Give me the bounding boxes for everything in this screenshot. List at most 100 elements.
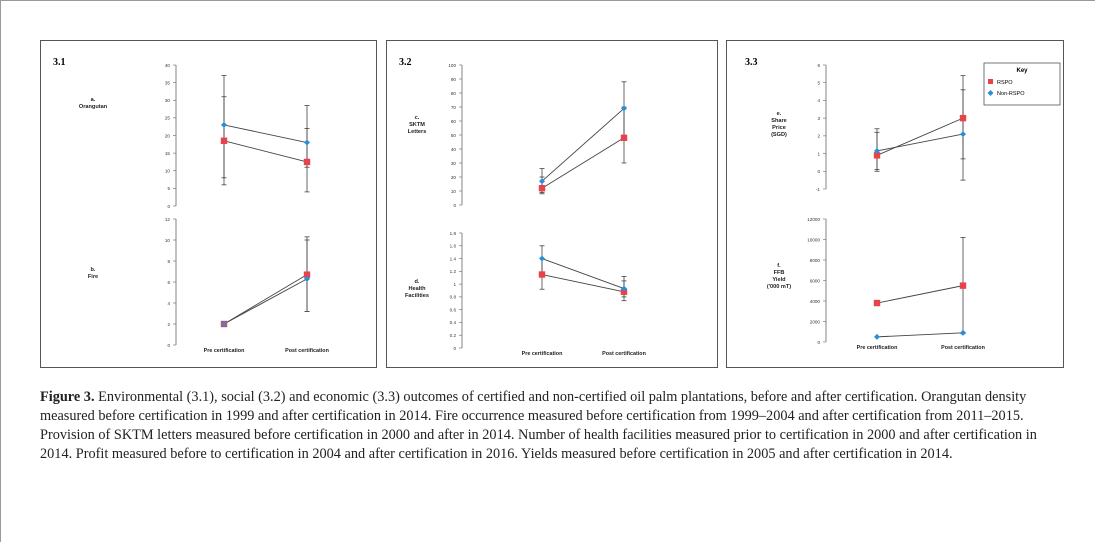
y-tick-label: 90 xyxy=(451,77,457,82)
y-tick-label: 60 xyxy=(451,119,457,124)
y-tick-label: 10 xyxy=(165,169,171,174)
data-point-non-rspo xyxy=(874,333,880,340)
y-tick-label: 12 xyxy=(165,217,171,222)
panel-3-3-svg: 3.3 Key RSPO Non-RSPO -10123456e.SharePr… xyxy=(745,57,1061,351)
y-tick-label: 2 xyxy=(817,134,820,139)
y-tick-label: 80 xyxy=(451,91,457,96)
y-axis-label: FFB xyxy=(774,270,785,276)
subplot-f: 0 2000 4000 6000 8000 10000 12000 f.FFBYield('0… xyxy=(767,217,985,351)
data-point-rspo xyxy=(303,271,311,278)
y-tick-label: 0 xyxy=(453,346,456,351)
y-tick-label: 8 xyxy=(167,259,170,264)
data-point-non-rspo xyxy=(621,105,627,112)
series-line-non-rspo xyxy=(223,124,308,143)
x-category-label: Post certification xyxy=(941,345,985,351)
y-tick-label: 70 xyxy=(451,105,457,110)
series-line-rspo xyxy=(876,117,964,156)
data-point-rspo xyxy=(873,299,881,307)
data-point-non-rspo xyxy=(221,321,227,327)
data-point-non-rspo xyxy=(960,329,966,336)
data-point-non-rspo xyxy=(539,178,545,185)
y-tick-label: 0.6 xyxy=(450,307,457,312)
frame-border-top xyxy=(0,0,1095,1)
legend-non-rspo-swatch xyxy=(987,90,994,96)
data-point-rspo xyxy=(959,114,967,122)
y-tick-label: 5 xyxy=(167,186,170,191)
y-tick-label: 0 xyxy=(817,340,820,345)
y-axis-label: Letters xyxy=(408,129,427,135)
panel-title: 3.2 xyxy=(399,57,412,68)
subplot-a: 0 5 10 15 20 25 30 35 40 a.Orangutan xyxy=(79,63,311,209)
y-tick-label: 100 xyxy=(448,63,456,68)
frame-border-left xyxy=(0,0,1,542)
y-tick-label: 40 xyxy=(165,63,171,68)
panel-3-2: 3.2 0 10 20 30 40 50 60 70 80 90 100 c. SKTM Letters 0… xyxy=(386,40,718,368)
y-tick-label: 10 xyxy=(165,238,171,243)
data-point-rspo xyxy=(220,137,228,144)
y-tick-label: 10000 xyxy=(807,237,820,242)
y-tick-label: 35 xyxy=(165,80,171,85)
panel-3-1-svg: 3.1 0 5 10 15 20 25 30 35 40 a.Orangutan 0 2 4 6 8 10 12… xyxy=(53,57,329,354)
y-tick-label: 40 xyxy=(451,147,457,152)
y-tick-label: 4000 xyxy=(810,299,821,304)
panel-title: 3.1 xyxy=(53,57,66,68)
series-line-rspo xyxy=(876,285,964,304)
legend-box xyxy=(983,62,1061,106)
legend-rspo-swatch xyxy=(988,79,993,84)
y-axis-label: a. xyxy=(91,97,96,103)
y-tick-label: 0 xyxy=(817,169,820,174)
y-tick-label: 0 xyxy=(453,203,456,208)
data-point-non-rspo xyxy=(874,147,880,154)
y-tick-label: 1.8 xyxy=(450,231,457,236)
series-line-non-rspo xyxy=(876,332,964,338)
series-line-rspo xyxy=(223,140,308,163)
data-point-rspo xyxy=(620,288,628,295)
series-line-non-rspo xyxy=(876,133,964,152)
legend-rspo-label: RSPO xyxy=(997,80,1013,86)
y-tick-label: 1.6 xyxy=(450,244,457,249)
data-point-rspo xyxy=(959,282,967,289)
y-axis-label: e. xyxy=(777,111,782,117)
y-axis-label: Share xyxy=(771,118,787,124)
data-point-rspo xyxy=(538,185,546,192)
panel-title: 3.3 xyxy=(745,57,758,68)
y-tick-label: 6 xyxy=(817,63,820,68)
y-axis-label: Price xyxy=(772,125,786,131)
series-line-rspo xyxy=(541,137,625,189)
y-axis-label: Facilities xyxy=(405,293,429,299)
y-tick-label: 15 xyxy=(165,151,171,156)
panel-3-2-svg: 3.2 0102030405060708090100c.SKTMLetters0… xyxy=(399,57,646,357)
y-tick-label: 10 xyxy=(451,189,457,194)
x-category-label: Post certification xyxy=(285,348,329,354)
data-point-rspo xyxy=(538,271,546,278)
y-tick-label: 20 xyxy=(451,175,457,180)
x-category-label: Post certification xyxy=(602,351,646,357)
series-line-non-rspo xyxy=(541,258,625,290)
y-tick-label: 20 xyxy=(165,133,171,138)
data-point-non-rspo xyxy=(304,275,310,282)
series-line-rspo xyxy=(541,274,625,293)
y-tick-label: 0 xyxy=(167,343,170,348)
series-line-non-rspo xyxy=(223,278,308,325)
data-point-non-rspo xyxy=(221,121,227,128)
data-point-non-rspo xyxy=(304,139,310,146)
y-tick-label: 1.2 xyxy=(450,269,457,274)
data-point-non-rspo xyxy=(960,131,966,138)
panel-3-1: 3.1 0 5 10 15 20 25 30 35 40 a. Orangutan 0 2 4 6 8 10 12… xyxy=(40,40,377,368)
y-tick-label: 4 xyxy=(817,98,820,103)
data-point-rspo xyxy=(873,152,881,159)
y-axis-label: Health xyxy=(408,286,426,292)
y-tick-label: 50 xyxy=(451,133,457,138)
y-tick-label: -1 xyxy=(816,187,821,192)
y-axis-label: ('000 mT) xyxy=(767,284,791,290)
y-tick-label: 25 xyxy=(165,116,171,121)
y-tick-label: 5 xyxy=(817,81,820,86)
data-point-rspo xyxy=(620,134,628,141)
y-tick-label: 3 xyxy=(817,116,820,121)
subplot-b: 0 2 4 6 8 10 12 b.Fire Pre certification Post cer… xyxy=(88,217,329,354)
y-tick-label: 8000 xyxy=(810,258,821,263)
y-tick-label: 0.2 xyxy=(450,333,457,338)
